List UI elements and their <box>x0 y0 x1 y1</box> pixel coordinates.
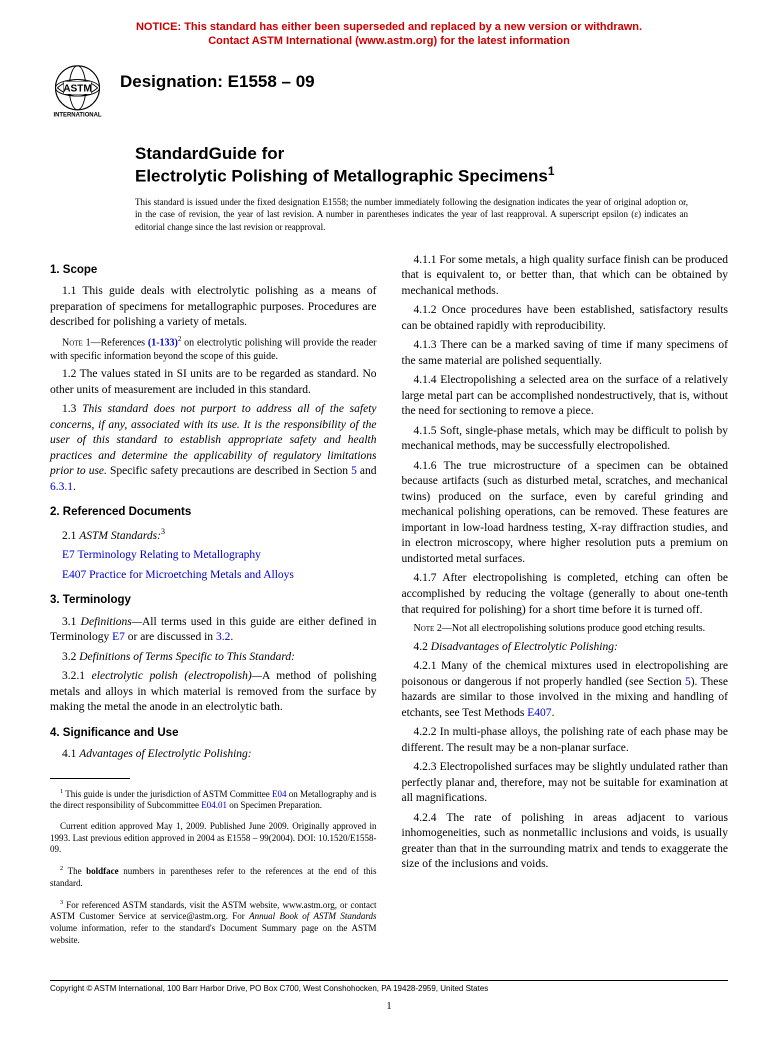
designation: Designation: E1558 – 09 <box>120 72 315 92</box>
astm-logo: ASTM INTERNATIONAL <box>50 64 105 119</box>
note-1: Note 1—References (1-133)2 on electrolyt… <box>50 335 377 363</box>
two-column-body: 1. Scope 1.1 This guide deals with elect… <box>50 253 728 956</box>
page: NOTICE: This standard has either been su… <box>0 0 778 1042</box>
para-2-1: 2.1 ASTM Standards:3 <box>50 527 377 544</box>
para-4-1-7: 4.1.7 After electropolishing is complete… <box>402 571 729 618</box>
header-row: ASTM INTERNATIONAL Designation: E1558 – … <box>50 64 728 119</box>
left-column: 1. Scope 1.1 This guide deals with elect… <box>50 253 377 956</box>
para-3-2-1: 3.2.1 electrolytic polish (electropolish… <box>50 669 377 716</box>
para-4-1-4: 4.1.4 Electropolishing a selected area o… <box>402 373 729 420</box>
para-1-2: 1.2 The values stated in SI units are to… <box>50 367 377 398</box>
footnote-separator <box>50 778 130 779</box>
para-4-2-3: 4.2.3 Electropolished surfaces may be sl… <box>402 760 729 807</box>
section-2-head: 2. Referenced Documents <box>50 505 377 521</box>
notice-line1: NOTICE: This standard has either been su… <box>136 21 642 33</box>
copyright: Copyright © ASTM International, 100 Barr… <box>50 980 728 993</box>
para-4-2-4: 4.2.4 The rate of polishing in areas adj… <box>402 811 729 873</box>
para-3-2: 3.2 Definitions of Terms Specific to Thi… <box>50 650 377 666</box>
para-4-1-3: 4.1.3 There can be a marked saving of ti… <box>402 338 729 369</box>
page-number: 1 <box>50 1001 728 1012</box>
title-block: StandardGuide for Electrolytic Polishing… <box>135 144 728 187</box>
para-4-2-1: 4.2.1 Many of the chemical mixtures used… <box>402 659 729 721</box>
para-4-1-5: 4.1.5 Soft, single-phase metals, which m… <box>402 424 729 455</box>
note-2: Note 2—Not all electropolishing solution… <box>402 622 729 636</box>
footnote-1b: Current edition approved May 1, 2009. Pu… <box>50 821 377 856</box>
para-1-1: 1.1 This guide deals with electrolytic p… <box>50 284 377 331</box>
section-3-head: 3. Terminology <box>50 593 377 609</box>
para-4-2: 4.2 Disadvantages of Electrolytic Polish… <box>402 640 729 656</box>
ref-e407: E407 Practice for Microetching Metals an… <box>50 568 377 584</box>
para-4-1-2: 4.1.2 Once procedures have been establis… <box>402 303 729 334</box>
section-4-head: 4. Significance and Use <box>50 726 377 742</box>
ref-e7: E7 Terminology Relating to Metallography <box>50 548 377 564</box>
title-line1: StandardGuide for <box>135 144 728 164</box>
para-4-2-2: 4.2.2 In multi-phase alloys, the polishi… <box>402 725 729 756</box>
notice-line2: Contact ASTM International (www.astm.org… <box>208 35 570 47</box>
issue-note: This standard is issued under the fixed … <box>135 196 688 232</box>
para-4-1-1: 4.1.1 For some metals, a high quality su… <box>402 253 729 300</box>
para-1-3: 1.3 This standard does not purport to ad… <box>50 402 377 495</box>
para-4-1-6: 4.1.6 The true microstructure of a speci… <box>402 459 729 568</box>
footnote-2: 2 The boldface numbers in parentheses re… <box>50 865 377 889</box>
svg-text:ASTM: ASTM <box>63 83 92 94</box>
footnote-3: 3 For referenced ASTM standards, visit t… <box>50 899 377 947</box>
right-column: 4.1.1 For some metals, a high quality su… <box>402 253 729 956</box>
para-4-1: 4.1 Advantages of Electrolytic Polishing… <box>50 747 377 763</box>
section-1-head: 1. Scope <box>50 263 377 279</box>
para-3-1: 3.1 Definitions—All terms used in this g… <box>50 615 377 646</box>
title-line2: Electrolytic Polishing of Metallographic… <box>135 164 728 187</box>
footnote-1: 1 This guide is under the jurisdiction o… <box>50 788 377 812</box>
notice-banner: NOTICE: This standard has either been su… <box>50 20 728 49</box>
svg-text:INTERNATIONAL: INTERNATIONAL <box>53 112 101 118</box>
